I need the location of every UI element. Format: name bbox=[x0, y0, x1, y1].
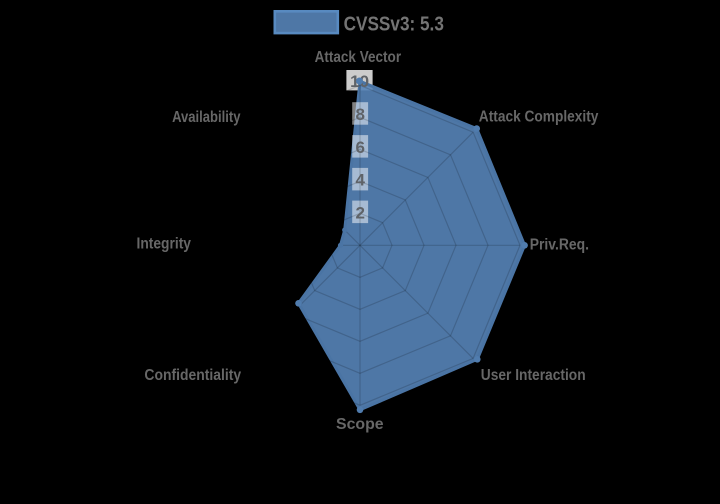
svg-text:2: 2 bbox=[355, 203, 364, 222]
svg-text:Attack Vector: Attack Vector bbox=[315, 49, 402, 66]
svg-text:4: 4 bbox=[355, 171, 365, 190]
svg-text:Integrity: Integrity bbox=[137, 235, 192, 252]
svg-text:6: 6 bbox=[355, 138, 364, 157]
svg-text:Availability: Availability bbox=[172, 109, 240, 126]
svg-text:Priv.Req.: Priv.Req. bbox=[530, 237, 589, 254]
svg-text:User Interaction: User Interaction bbox=[481, 367, 586, 384]
svg-text:Confidentiality: Confidentiality bbox=[144, 367, 241, 384]
svg-text:CVSSv3: 5.3: CVSSv3: 5.3 bbox=[344, 13, 444, 35]
svg-text:Attack Complexity: Attack Complexity bbox=[479, 108, 599, 125]
svg-text:Scope: Scope bbox=[336, 416, 384, 433]
svg-text:8: 8 bbox=[355, 105, 364, 124]
